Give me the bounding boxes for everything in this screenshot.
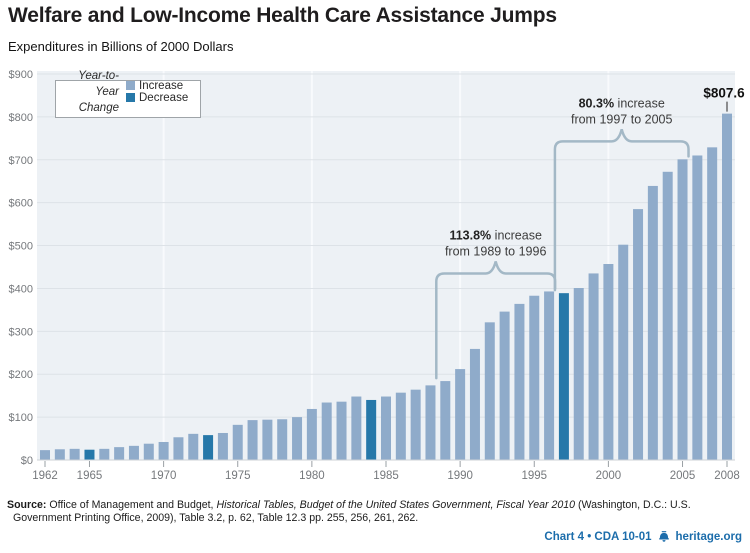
increase-swatch-icon (126, 81, 135, 90)
source-text-segment: Historical Tables, Budget of the United … (216, 498, 576, 511)
bar-2008 (722, 113, 732, 460)
source-text-segment: Office of Management and Budget, (49, 498, 217, 511)
page-title: Welfare and Low-Income Health Care Assis… (8, 4, 557, 27)
bar-1978 (277, 419, 288, 460)
bar-1989 (440, 381, 451, 460)
bar-2006 (692, 155, 703, 460)
bar-1987 (410, 389, 421, 460)
bar-1991 (469, 348, 480, 460)
bar-1965 (84, 449, 95, 460)
y-axis-label: $300 (9, 326, 33, 338)
annotation-brace (553, 129, 690, 292)
bar-1999 (588, 273, 599, 460)
bar-2003 (647, 185, 658, 460)
bar-1971 (173, 437, 184, 460)
bar-1964 (69, 448, 80, 460)
bar-1983 (351, 396, 362, 460)
bar-1994 (514, 303, 525, 460)
decrease-swatch-icon (126, 93, 135, 102)
bar-1995 (529, 295, 540, 460)
y-axis-label: $200 (9, 369, 33, 381)
liberty-bell-icon (658, 531, 669, 542)
bar-1967 (114, 447, 125, 460)
annotation-brace (435, 261, 557, 380)
bar-2002 (633, 209, 644, 460)
y-axis-label: $900 (9, 69, 33, 81)
bar-1963 (54, 449, 65, 460)
x-axis-label: 1970 (151, 470, 177, 482)
bar-1997 (558, 293, 569, 460)
bar-1962 (40, 450, 50, 460)
x-axis-label: 1980 (299, 470, 325, 482)
bar-1992 (484, 322, 495, 460)
bar-2005 (677, 159, 688, 461)
bar-1984 (366, 399, 377, 460)
bar-1973 (203, 435, 214, 460)
x-axis-label: 2008 (714, 470, 740, 482)
bar-1972 (188, 433, 199, 460)
y-axis-label: $100 (9, 412, 33, 424)
bar-1975 (232, 424, 243, 460)
bar-1974 (217, 432, 228, 460)
bar-1970 (158, 441, 169, 460)
bar-1979 (292, 417, 303, 460)
bar-1993 (499, 311, 510, 460)
x-axis-label: 1965 (77, 470, 103, 482)
bar-1996 (544, 291, 555, 460)
bar-1990 (455, 369, 466, 460)
annotation-line1: 80.3% increase (579, 96, 665, 110)
x-axis-label: 1985 (373, 470, 399, 482)
y-axis-label: $500 (9, 241, 33, 253)
source-text: Source: Office of Management and Budget,… (7, 499, 750, 526)
bar-1980 (306, 408, 317, 460)
y-axis-label: $0 (21, 455, 33, 467)
bar-1976 (247, 420, 258, 460)
bar-1982 (336, 401, 347, 460)
bar-1998 (573, 288, 584, 460)
legend-increase-label: Increase (139, 79, 184, 92)
legend-title-line1: Year-to-Year (78, 69, 119, 98)
footer: Chart 4 • CDA 10-01 heritage.org (544, 530, 742, 543)
legend-decrease-label: Decrease (139, 91, 189, 104)
y-axis-label: $600 (9, 198, 33, 210)
bar-1969 (143, 443, 154, 460)
chart-subtitle: Expenditures in Billions of 2000 Dollars (8, 39, 234, 54)
bar-2000 (603, 263, 614, 460)
legend-item-decrease: Decrease (126, 92, 196, 104)
heritage-org-link[interactable]: heritage.org (675, 530, 742, 543)
x-axis-label: 1995 (521, 470, 547, 482)
annotation-line2: from 1997 to 2005 (571, 112, 673, 126)
source-text-segment: (Washington, D.C.: U.S. Government Print… (13, 498, 691, 525)
y-axis-label: $400 (9, 283, 33, 295)
bar-2001 (618, 244, 629, 460)
annotation-line1: 113.8% increase (449, 228, 541, 242)
legend: Year-to-Year Change Increase Decrease (55, 70, 201, 118)
bar-2004 (662, 171, 673, 460)
bar-1966 (99, 448, 110, 460)
legend-title: Year-to-Year Change (58, 68, 126, 116)
chart-number-label: Chart 4 • CDA 10-01 (544, 530, 652, 543)
bar-2007 (707, 147, 718, 460)
x-axis-label: 1990 (447, 470, 473, 482)
x-axis-label: 2005 (670, 470, 696, 482)
bar-1968 (128, 445, 139, 460)
x-axis-label: 2000 (596, 470, 622, 482)
bar-1986 (395, 392, 406, 460)
y-axis-label: $800 (9, 112, 33, 124)
bar-1977 (262, 419, 273, 460)
x-axis-label: 1962 (32, 470, 58, 482)
bar-1985 (381, 396, 391, 460)
source-text-segment: Source: (7, 498, 50, 511)
legend-title-line2: Change (78, 101, 119, 114)
legend-item-increase: Increase (126, 80, 196, 92)
y-axis-label: $700 (9, 155, 33, 167)
annotation-line2: from 1989 to 1996 (445, 244, 547, 258)
callout-value-label: $807.6 (703, 86, 745, 101)
x-axis-label: 1975 (225, 470, 251, 482)
bar-1988 (425, 385, 436, 460)
bar-1981 (321, 402, 332, 460)
